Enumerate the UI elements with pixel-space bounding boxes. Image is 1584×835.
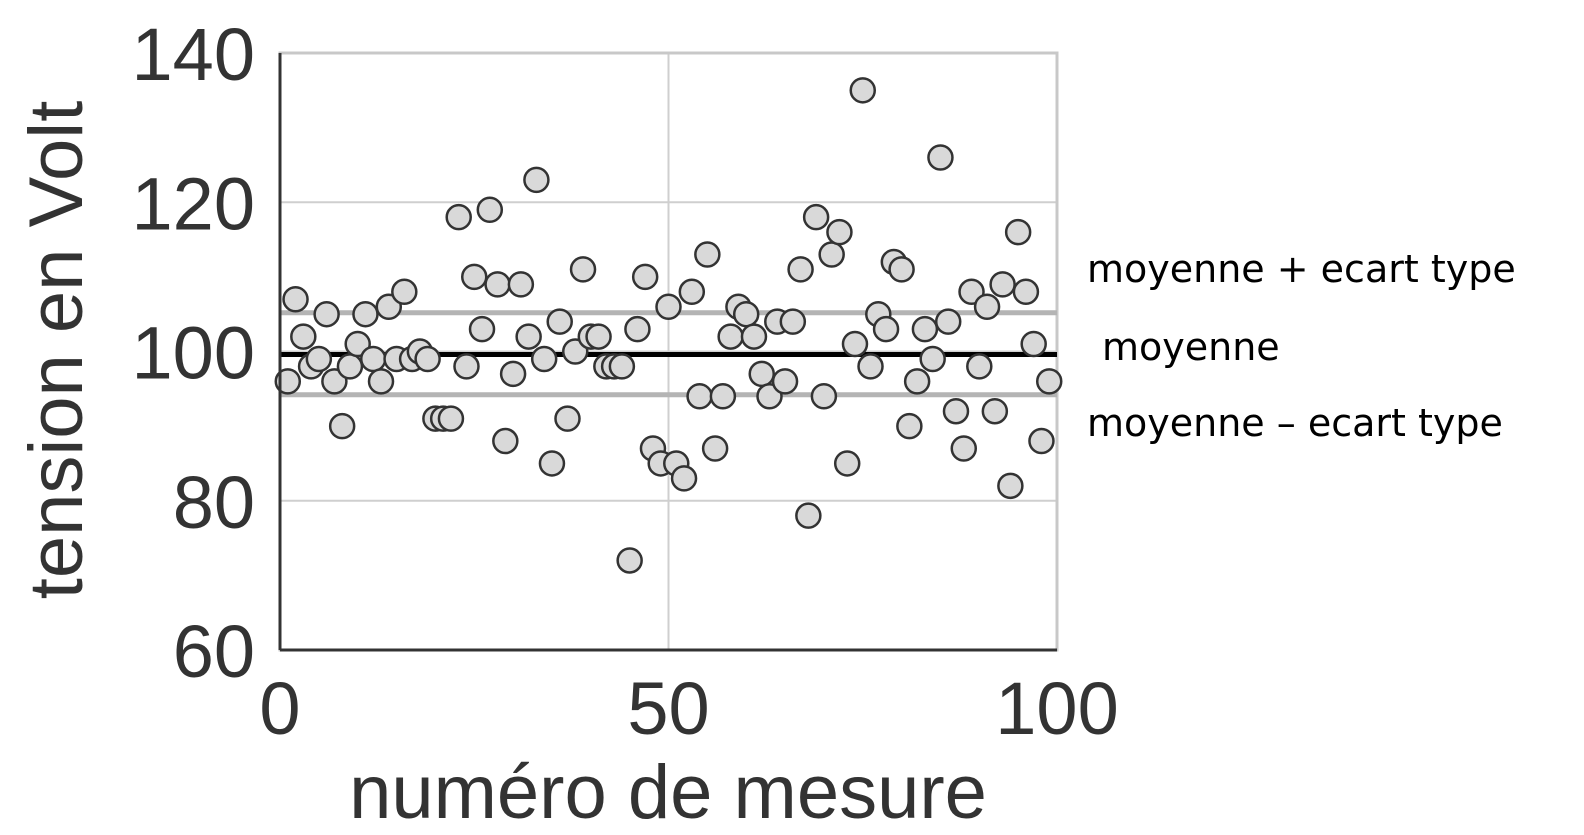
data-point-90 <box>966 353 993 380</box>
data-point-72 <box>826 218 853 246</box>
data-point-25 <box>461 263 488 291</box>
data-point-81 <box>896 412 923 440</box>
annotation-mean: moyenne <box>1102 325 1280 369</box>
data-point-45 <box>616 547 643 574</box>
data-point-52 <box>670 465 698 492</box>
data-point-86 <box>934 308 962 335</box>
data-point-30 <box>499 360 527 388</box>
data-point-13 <box>367 368 395 395</box>
data-point-85 <box>927 144 954 171</box>
data-point-26 <box>468 315 496 343</box>
data-point-97 <box>1020 330 1047 358</box>
data-point-36 <box>546 308 573 335</box>
annotation-mean_minus: moyenne – ecart type <box>1087 401 1503 445</box>
data-points <box>274 77 1063 574</box>
data-point-74 <box>841 330 869 358</box>
data-point-82 <box>903 368 931 395</box>
data-point-80 <box>888 256 915 283</box>
x-tick-labels: 0 50 100 <box>259 667 1118 750</box>
data-point-37 <box>554 405 581 432</box>
y-tick-label-140: 140 <box>132 13 255 96</box>
data-point-56 <box>701 435 729 462</box>
data-point-16 <box>391 278 418 306</box>
data-point-28 <box>484 271 511 298</box>
data-point-93 <box>989 271 1016 298</box>
y-axis-label: tension en Volt <box>14 101 99 600</box>
data-point-95 <box>1004 218 1032 246</box>
data-point-23 <box>445 203 472 231</box>
data-point-31 <box>507 271 535 298</box>
data-point-62 <box>748 360 775 388</box>
data-point-83 <box>911 315 939 343</box>
data-point-92 <box>981 397 1009 425</box>
data-point-2 <box>282 286 309 313</box>
data-point-78 <box>872 315 900 343</box>
data-point-96 <box>1012 278 1040 306</box>
data-point-8 <box>328 412 356 440</box>
data-point-44 <box>608 353 636 380</box>
data-point-50 <box>655 293 682 320</box>
annotation-mean_plus: moyenne + ecart type <box>1087 247 1516 291</box>
y-tick-labels: 60 80 100 120 140 <box>132 13 255 693</box>
data-point-71 <box>818 241 845 268</box>
data-point-11 <box>352 300 379 328</box>
data-point-91 <box>973 293 1001 320</box>
data-point-58 <box>717 323 744 350</box>
data-point-84 <box>919 345 946 373</box>
y-tick-label-80: 80 <box>173 461 255 544</box>
data-point-19 <box>414 345 441 373</box>
data-point-94 <box>997 472 1024 500</box>
data-point-12 <box>359 345 387 373</box>
x-tick-label-50: 50 <box>627 667 709 750</box>
x-axis-label: numéro de mesure <box>349 750 987 835</box>
data-point-99 <box>1035 368 1063 395</box>
data-point-57 <box>709 383 737 410</box>
data-point-41 <box>585 323 612 350</box>
data-point-68 <box>795 502 822 529</box>
data-point-9 <box>336 353 364 380</box>
y-tick-label-120: 120 <box>132 162 255 245</box>
data-point-87 <box>942 397 970 425</box>
data-point-98 <box>1028 427 1055 455</box>
data-point-70 <box>810 383 838 410</box>
line-annotations: moyenne + ecart type moyenne moyenne – eca… <box>1087 247 1516 445</box>
data-point-6 <box>313 300 340 328</box>
data-point-65 <box>771 368 799 395</box>
data-point-66 <box>779 308 807 335</box>
y-tick-label-100: 100 <box>132 312 255 395</box>
x-tick-label-0: 0 <box>259 667 300 750</box>
data-point-61 <box>740 323 768 350</box>
data-point-75 <box>849 77 876 104</box>
data-point-76 <box>857 353 884 380</box>
data-point-32 <box>515 323 542 350</box>
data-point-69 <box>802 203 830 231</box>
data-point-46 <box>624 315 651 343</box>
data-point-88 <box>950 435 978 462</box>
data-point-29 <box>492 427 519 455</box>
data-point-33 <box>523 166 550 194</box>
data-point-24 <box>453 353 480 380</box>
data-point-22 <box>437 405 465 432</box>
data-point-1 <box>274 368 302 395</box>
data-point-39 <box>569 256 597 283</box>
data-point-67 <box>787 256 814 283</box>
data-point-5 <box>305 345 333 373</box>
data-point-60 <box>732 300 760 328</box>
data-point-53 <box>678 278 706 306</box>
y-tick-label-60: 60 <box>173 610 255 693</box>
data-point-73 <box>833 450 861 477</box>
data-point-34 <box>530 345 558 373</box>
data-point-3 <box>290 323 317 350</box>
data-point-35 <box>538 450 566 477</box>
data-point-54 <box>686 383 713 410</box>
x-tick-label-100: 100 <box>995 667 1118 750</box>
data-point-47 <box>631 263 659 291</box>
data-point-27 <box>476 196 504 223</box>
data-point-55 <box>694 241 721 268</box>
